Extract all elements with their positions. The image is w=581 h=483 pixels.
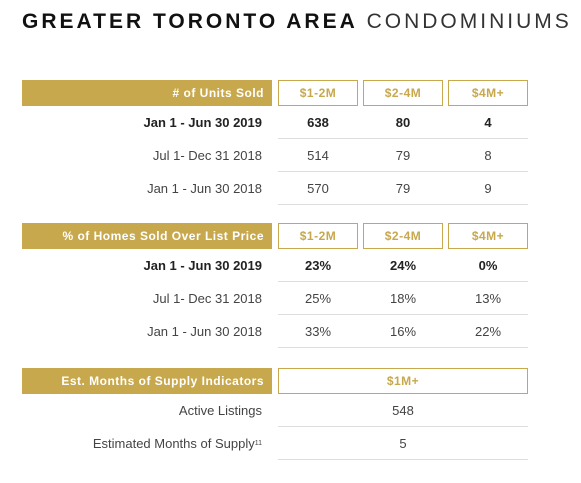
header-column: $4M+ [448,223,528,249]
row-label-text: Jul 1- Dec 31 2018 [152,291,262,306]
header-label: # of Units Sold [22,80,272,106]
cell: 638 [307,115,329,130]
row-label: Jan 1 - Jun 30 2019 [22,106,272,139]
row-label-text: Active Listings [178,403,262,418]
row-label: Active Listings [22,394,272,427]
cell: 24% [389,258,417,273]
cell: 13% [474,291,502,306]
row-rule [278,171,528,172]
row-label-text: Jan 1 - Jun 30 2019 [143,115,262,130]
row-label: Jan 1 - Jun 30 2018 [22,315,272,348]
row-label: Estimated Months of Supply 11 [22,427,272,460]
cell: 18% [389,291,417,306]
cell: 33% [304,324,332,339]
cell: 80 [395,115,411,130]
cell: 4 [484,115,492,130]
row-rule [278,314,528,315]
row-rule [278,281,528,282]
row-label-text: Jul 1- Dec 31 2018 [152,148,262,163]
cell: 548 [392,403,414,418]
row-rule [278,459,528,460]
header-column: $2-4M [363,223,443,249]
row-rule [278,204,528,205]
title-bold: GREATER TORONTO AREA [22,10,358,33]
row-rule [278,347,528,348]
header-column: $1M+ [278,368,528,394]
footnote: 11 [254,440,262,447]
cell: 23% [304,258,332,273]
cell: 79 [395,181,411,196]
header-label: % of Homes Sold Over List Price [22,223,272,249]
cell: 16% [389,324,417,339]
cell: 0% [478,258,498,273]
cell: 22% [474,324,502,339]
row-rule [278,426,528,427]
header-column: $1-2M [278,80,358,106]
cell: 5 [399,436,407,451]
row-label: Jan 1 - Jun 30 2018 [22,172,272,205]
page-title: GREATER TORONTO AREA CONDOMINIUMS [22,10,572,34]
row-label: Jul 1- Dec 31 2018 [22,282,272,315]
cell: 25% [304,291,332,306]
row-rule [278,138,528,139]
row-label-text: Jan 1 - Jun 30 2019 [143,258,262,273]
header-column: $4M+ [448,80,528,106]
cell: 570 [307,181,329,196]
title-light: CONDOMINIUMS [366,10,572,33]
cell: 79 [395,148,411,163]
row-label-text: Estimated Months of Supply [92,436,255,451]
cell: 8 [484,148,492,163]
header-label: Est. Months of Supply Indicators [22,368,272,394]
cell: 9 [484,181,492,196]
cell: 514 [307,148,329,163]
row-label: Jul 1- Dec 31 2018 [22,139,272,172]
header-column: $2-4M [363,80,443,106]
row-label-text: Jan 1 - Jun 30 2018 [147,181,262,196]
row-label: Jan 1 - Jun 30 2019 [22,249,272,282]
header-column: $1-2M [278,223,358,249]
row-label-text: Jan 1 - Jun 30 2018 [147,324,262,339]
